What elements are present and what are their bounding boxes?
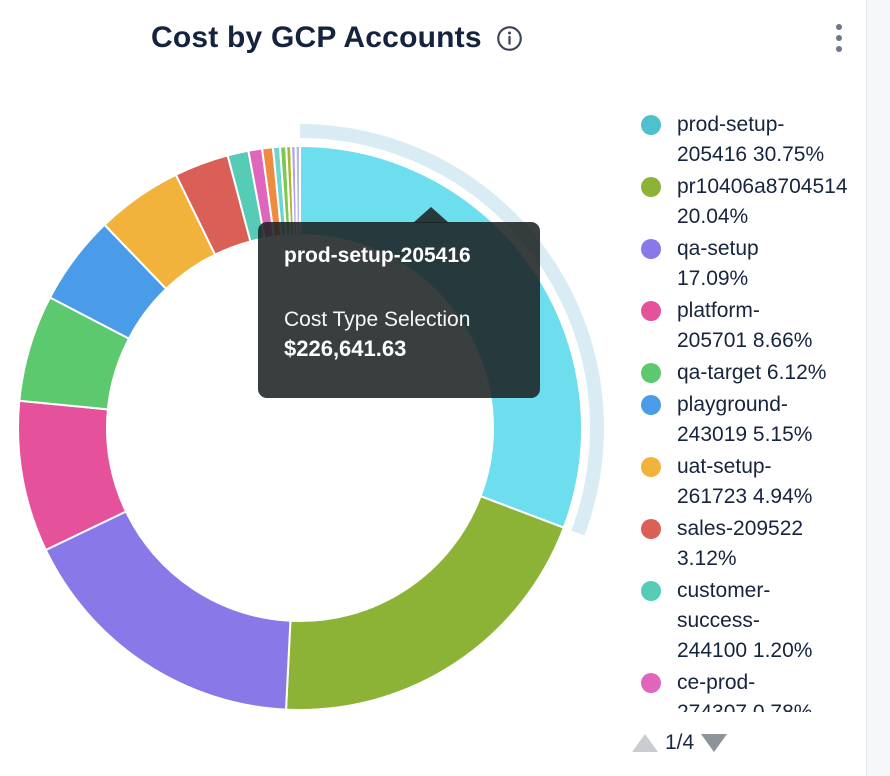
legend-item-platform-205701[interactable]: platform- 205701 8.66% <box>640 296 866 356</box>
page-title: Cost by GCP Accounts <box>151 21 482 54</box>
legend-item-pr10406a8704514[interactable]: pr10406a8704514 20.04% <box>640 172 866 232</box>
legend-dot <box>641 581 661 601</box>
legend-item-uat-setup-261723[interactable]: uat-setup- 261723 4.94% <box>640 452 866 512</box>
cost-by-gcp-accounts-card: Cost by GCP Accounts prod-setup-205416 C… <box>18 0 867 776</box>
legend-page-indicator: 1/4 <box>665 731 695 754</box>
tooltip-metric-label: Cost Type Selection <box>284 308 471 331</box>
legend-dot <box>641 115 661 135</box>
donut-slice-qa-setup[interactable] <box>44 510 292 711</box>
donut-slice-pr10406a8704514[interactable] <box>285 495 565 711</box>
legend-item-customer-success-244100[interactable]: customer-success- 244100 1.20% <box>640 576 866 666</box>
legend-page-down-icon[interactable] <box>701 734 728 752</box>
legend-label: qa-setup 17.09% <box>677 237 759 290</box>
legend-label: sales-209522 3.12% <box>677 517 804 570</box>
legend: prod-setup- 205416 30.75% pr10406a8704514 2… <box>640 110 866 712</box>
card-header: Cost by GCP Accounts <box>151 16 523 60</box>
legend-dot <box>641 239 661 259</box>
legend-dot <box>641 457 661 477</box>
legend-item-qa-target[interactable]: qa-target 6.12% <box>640 358 866 388</box>
legend-label: qa-target 6.12% <box>677 361 827 384</box>
legend-item-sales-209522[interactable]: sales-209522 3.12% <box>640 514 866 574</box>
tooltip-metric-value: $226,641.63 <box>284 336 407 361</box>
legend-dot <box>641 519 661 539</box>
legend-pagination: 1/4 <box>632 731 728 755</box>
legend-item-playground-243019[interactable]: playground- 243019 5.15% <box>640 390 866 450</box>
legend-dot <box>641 363 661 383</box>
legend-item-prod-setup-205416[interactable]: prod-setup- 205416 30.75% <box>640 110 866 170</box>
legend-item-ce-prod-274307[interactable]: ce-prod-274307 0.78% <box>640 668 866 712</box>
kebab-menu-icon[interactable] <box>830 20 848 56</box>
info-icon[interactable] <box>496 25 523 52</box>
legend-label: playground- 243019 5.15% <box>677 393 813 446</box>
legend-page-up-icon[interactable] <box>632 734 658 752</box>
legend-dot <box>641 395 661 415</box>
legend-item-qa-setup[interactable]: qa-setup 17.09% <box>640 234 866 294</box>
legend-label: customer-success- 244100 1.20% <box>677 579 813 662</box>
legend-dot <box>641 177 661 197</box>
tooltip-title: prod-setup-205416 <box>284 244 471 267</box>
legend-label: ce-prod-274307 0.78% <box>677 671 812 712</box>
page-background-strip <box>867 0 890 776</box>
tooltip-arrow <box>413 207 449 223</box>
legend-label: pr10406a8704514 20.04% <box>677 175 848 228</box>
legend-label: platform- 205701 8.66% <box>677 299 813 352</box>
legend-label: uat-setup- 261723 4.94% <box>677 455 813 508</box>
legend-label: prod-setup- 205416 30.75% <box>677 113 825 166</box>
legend-dot <box>641 301 661 321</box>
chart-tooltip: prod-setup-205416 Cost Type Selection $2… <box>258 207 540 398</box>
legend-dot <box>641 673 661 693</box>
